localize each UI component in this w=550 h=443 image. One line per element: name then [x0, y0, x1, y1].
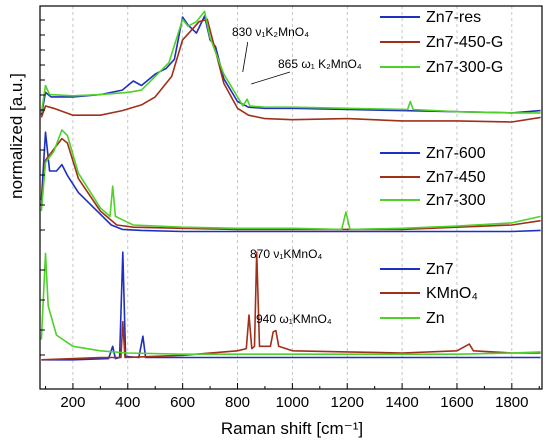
legend-label: Zn7-300 — [426, 192, 486, 209]
series-line — [41, 251, 541, 361]
series-line — [40, 15, 541, 116]
annotation-leader — [251, 71, 291, 85]
series-layer — [40, 10, 541, 361]
series-line — [40, 252, 541, 356]
x-tick-label: 1400 — [385, 394, 418, 411]
annotation-leader — [242, 41, 249, 73]
legend-label: Zn7 — [426, 261, 454, 278]
legend-label: Zn7-450-G — [426, 34, 503, 51]
x-tick-label: 800 — [225, 394, 250, 411]
peak-annotation: 870 ν₁KMnO₄ — [250, 247, 322, 261]
x-tick-label: 1800 — [495, 394, 528, 411]
plot-frame — [39, 5, 543, 390]
x-axis-ticks: 200 400 600 800 1000 1200 1400 1600 1800 — [44, 383, 540, 411]
series-line — [40, 131, 541, 233]
series-line — [40, 10, 541, 114]
x-tick-label: 1000 — [276, 394, 309, 411]
series-line — [40, 129, 541, 231]
peak-annotation: 830 ν₁K₂MnO₄ — [232, 25, 309, 39]
peak-annotation: 940 ω₁KMnO₄ — [256, 312, 332, 326]
legend-label: Zn7-600 — [426, 145, 486, 162]
y-axis-title: normalized [a.u.] — [7, 73, 26, 199]
annotations: 830 ν₁K₂MnO₄ 865 ω₁ K₂MnO₄ 870 ν₁KMnO₄ 940 … — [232, 25, 362, 326]
series-line — [41, 251, 541, 361]
legends: Zn7-res Zn7-450-G Zn7-300-G Zn7-600 Zn7-450 Z… — [380, 9, 503, 327]
series-line — [40, 18, 541, 123]
peak-annotation: 865 ω₁ K₂MnO₄ — [278, 57, 362, 71]
legend-label: Zn7-450 — [426, 169, 486, 186]
x-axis-title: Raman shift [cm⁻¹] — [221, 419, 363, 438]
x-tick-label: 400 — [115, 394, 140, 411]
legend-label: Zn7-res — [426, 9, 481, 26]
x-tick-label: 200 — [60, 394, 85, 411]
legend-label: KMnO₄ — [426, 285, 478, 302]
grid-lines — [72, 6, 513, 389]
series-line — [40, 137, 541, 231]
x-tick-label: 1600 — [440, 394, 473, 411]
x-tick-label: 1200 — [331, 394, 364, 411]
legend-label: Zn7-300-G — [426, 59, 503, 76]
x-tick-label: 600 — [170, 394, 195, 411]
legend-label: Zn — [426, 310, 445, 327]
plot-border — [39, 5, 543, 390]
